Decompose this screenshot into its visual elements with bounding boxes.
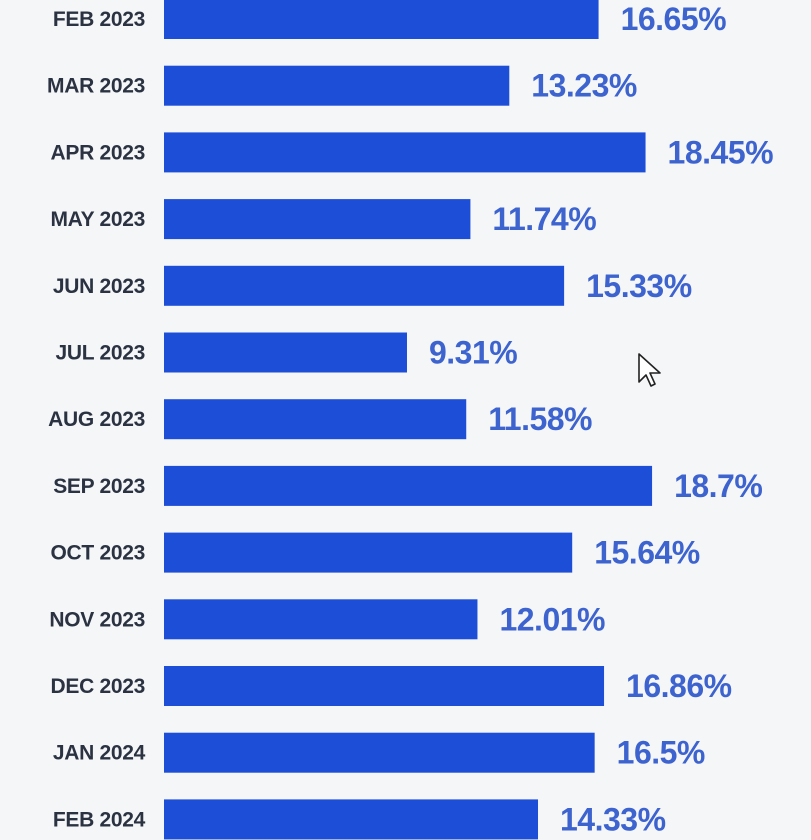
- bar: [164, 265, 565, 306]
- category-label: MAR 2023: [47, 75, 145, 98]
- value-label: 12.01%: [499, 601, 605, 637]
- value-label: 16.86%: [626, 668, 732, 704]
- category-label: NOV 2023: [49, 608, 145, 631]
- category-labels: FEB 2023 MAR 2023 APR 2023 MAY 2023 JUN 2023…: [47, 8, 146, 831]
- bar: [164, 599, 478, 640]
- value-label: 16.5%: [617, 735, 705, 771]
- category-label: DEC 2023: [51, 675, 146, 698]
- value-label: 14.33%: [560, 801, 666, 837]
- bar: [164, 666, 605, 706]
- category-label: JUL 2023: [56, 342, 145, 365]
- value-label: 15.33%: [586, 268, 692, 304]
- bar: [164, 732, 595, 773]
- value-label: 18.7%: [674, 468, 762, 504]
- category-label: APR 2023: [51, 141, 146, 164]
- bar: [164, 65, 510, 106]
- category-label: FEB 2023: [53, 8, 145, 31]
- bar: [164, 332, 407, 373]
- value-label: 15.64%: [594, 535, 700, 571]
- category-label: SEP 2023: [53, 475, 145, 498]
- category-label: FEB 2024: [53, 808, 146, 831]
- value-label: 9.31%: [429, 335, 517, 371]
- bar: [164, 399, 467, 440]
- bars: [164, 0, 653, 840]
- category-label: JAN 2024: [53, 742, 146, 765]
- category-label: AUG 2023: [48, 408, 145, 431]
- bar: [164, 532, 573, 573]
- category-label: JUN 2023: [53, 275, 145, 298]
- bar: [164, 0, 599, 39]
- bar: [164, 199, 471, 240]
- value-labels: 16.65% 13.23% 18.45% 11.74% 15.33% 9.31% 11.58…: [429, 1, 774, 837]
- mouse-pointer-icon: [638, 353, 661, 387]
- bar: [164, 799, 539, 840]
- value-label: 11.74%: [492, 201, 596, 237]
- value-label: 11.58%: [488, 401, 592, 437]
- bar: [164, 132, 646, 173]
- bar: [164, 465, 653, 506]
- value-label: 13.23%: [531, 68, 637, 104]
- category-label: OCT 2023: [51, 542, 145, 565]
- value-label: 16.65%: [621, 1, 727, 37]
- value-label: 18.45%: [668, 134, 774, 170]
- category-label: MAY 2023: [50, 208, 145, 231]
